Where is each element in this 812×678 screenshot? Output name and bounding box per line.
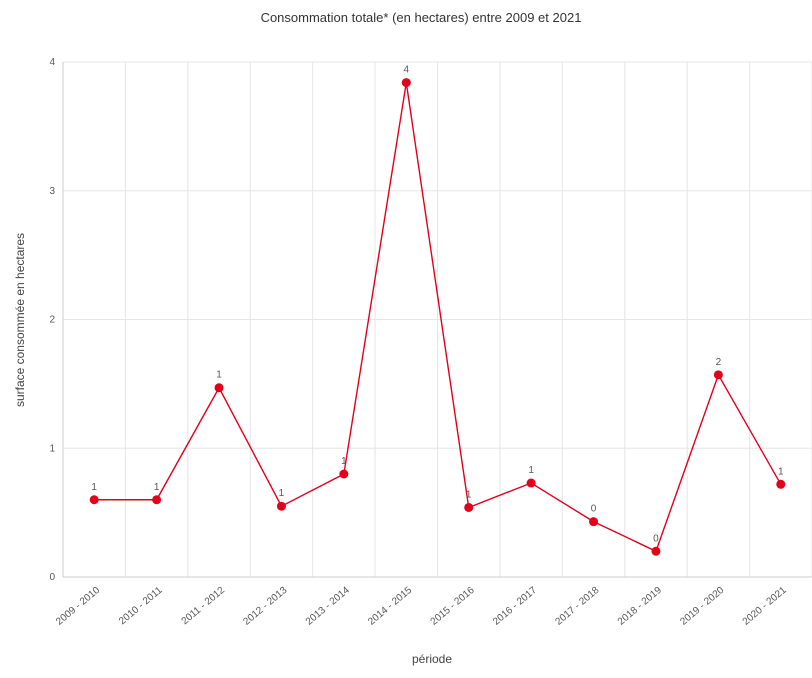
x-tick-label: 2016 - 2017 <box>491 585 539 628</box>
y-tick-label: 2 <box>49 315 55 326</box>
data-label: 1 <box>341 456 347 467</box>
y-axis-ticks: 0 1 2 3 4 <box>49 57 55 583</box>
data-label: 1 <box>528 465 534 476</box>
data-label: 2 <box>716 357 722 368</box>
y-axis-label: surface consommée en hectares <box>13 233 27 407</box>
data-point <box>713 370 723 380</box>
y-tick-label: 4 <box>49 57 55 68</box>
x-tick-label: 2020 - 2021 <box>741 585 789 628</box>
data-point <box>589 517 599 527</box>
series-line <box>94 82 782 553</box>
data-label: 1 <box>466 489 472 500</box>
y-tick-label: 3 <box>49 186 55 197</box>
data-point <box>276 501 286 511</box>
gridlines <box>62 61 812 578</box>
x-axis-ticks: 2009 - 2010 2010 - 2011 2011 - 2012 2012 - … <box>54 585 789 628</box>
data-point <box>651 546 661 556</box>
data-label: 1 <box>279 488 285 499</box>
data-label: 1 <box>216 370 222 381</box>
data-point <box>526 478 536 488</box>
data-point <box>152 495 162 505</box>
x-tick-label: 2013 - 2014 <box>304 585 352 628</box>
x-tick-label: 2017 - 2018 <box>553 585 601 628</box>
x-tick-label: 2011 - 2012 <box>180 585 228 628</box>
x-tick-label: 2010 - 2011 <box>117 585 165 628</box>
y-tick-label: 0 <box>49 572 55 583</box>
data-point <box>89 495 99 505</box>
x-tick-label: 2009 - 2010 <box>54 585 102 628</box>
chart-title: Consommation totale* (en hectares) entre… <box>261 10 582 25</box>
data-label: 1 <box>154 482 160 493</box>
data-point <box>401 78 411 88</box>
data-label: 0 <box>591 504 597 515</box>
x-tick-label: 2019 - 2020 <box>678 585 726 628</box>
data-label: 1 <box>778 466 784 477</box>
x-axis-label: période <box>412 652 452 666</box>
data-point <box>776 479 786 489</box>
data-label: 0 <box>653 533 659 544</box>
y-tick-label: 1 <box>49 443 55 454</box>
data-label: 4 <box>404 65 410 76</box>
axes <box>62 62 812 578</box>
data-point <box>464 502 474 512</box>
x-tick-label: 2014 - 2015 <box>366 585 414 628</box>
data-point <box>214 383 224 393</box>
data-label: 1 <box>91 482 97 493</box>
series-group: 1 1 1 1 1 4 1 1 0 0 2 1 <box>89 65 786 556</box>
data-point <box>339 469 349 479</box>
x-tick-label: 2015 - 2016 <box>429 585 477 628</box>
x-tick-label: 2012 - 2013 <box>241 585 289 628</box>
x-tick-label: 2018 - 2019 <box>616 585 664 628</box>
